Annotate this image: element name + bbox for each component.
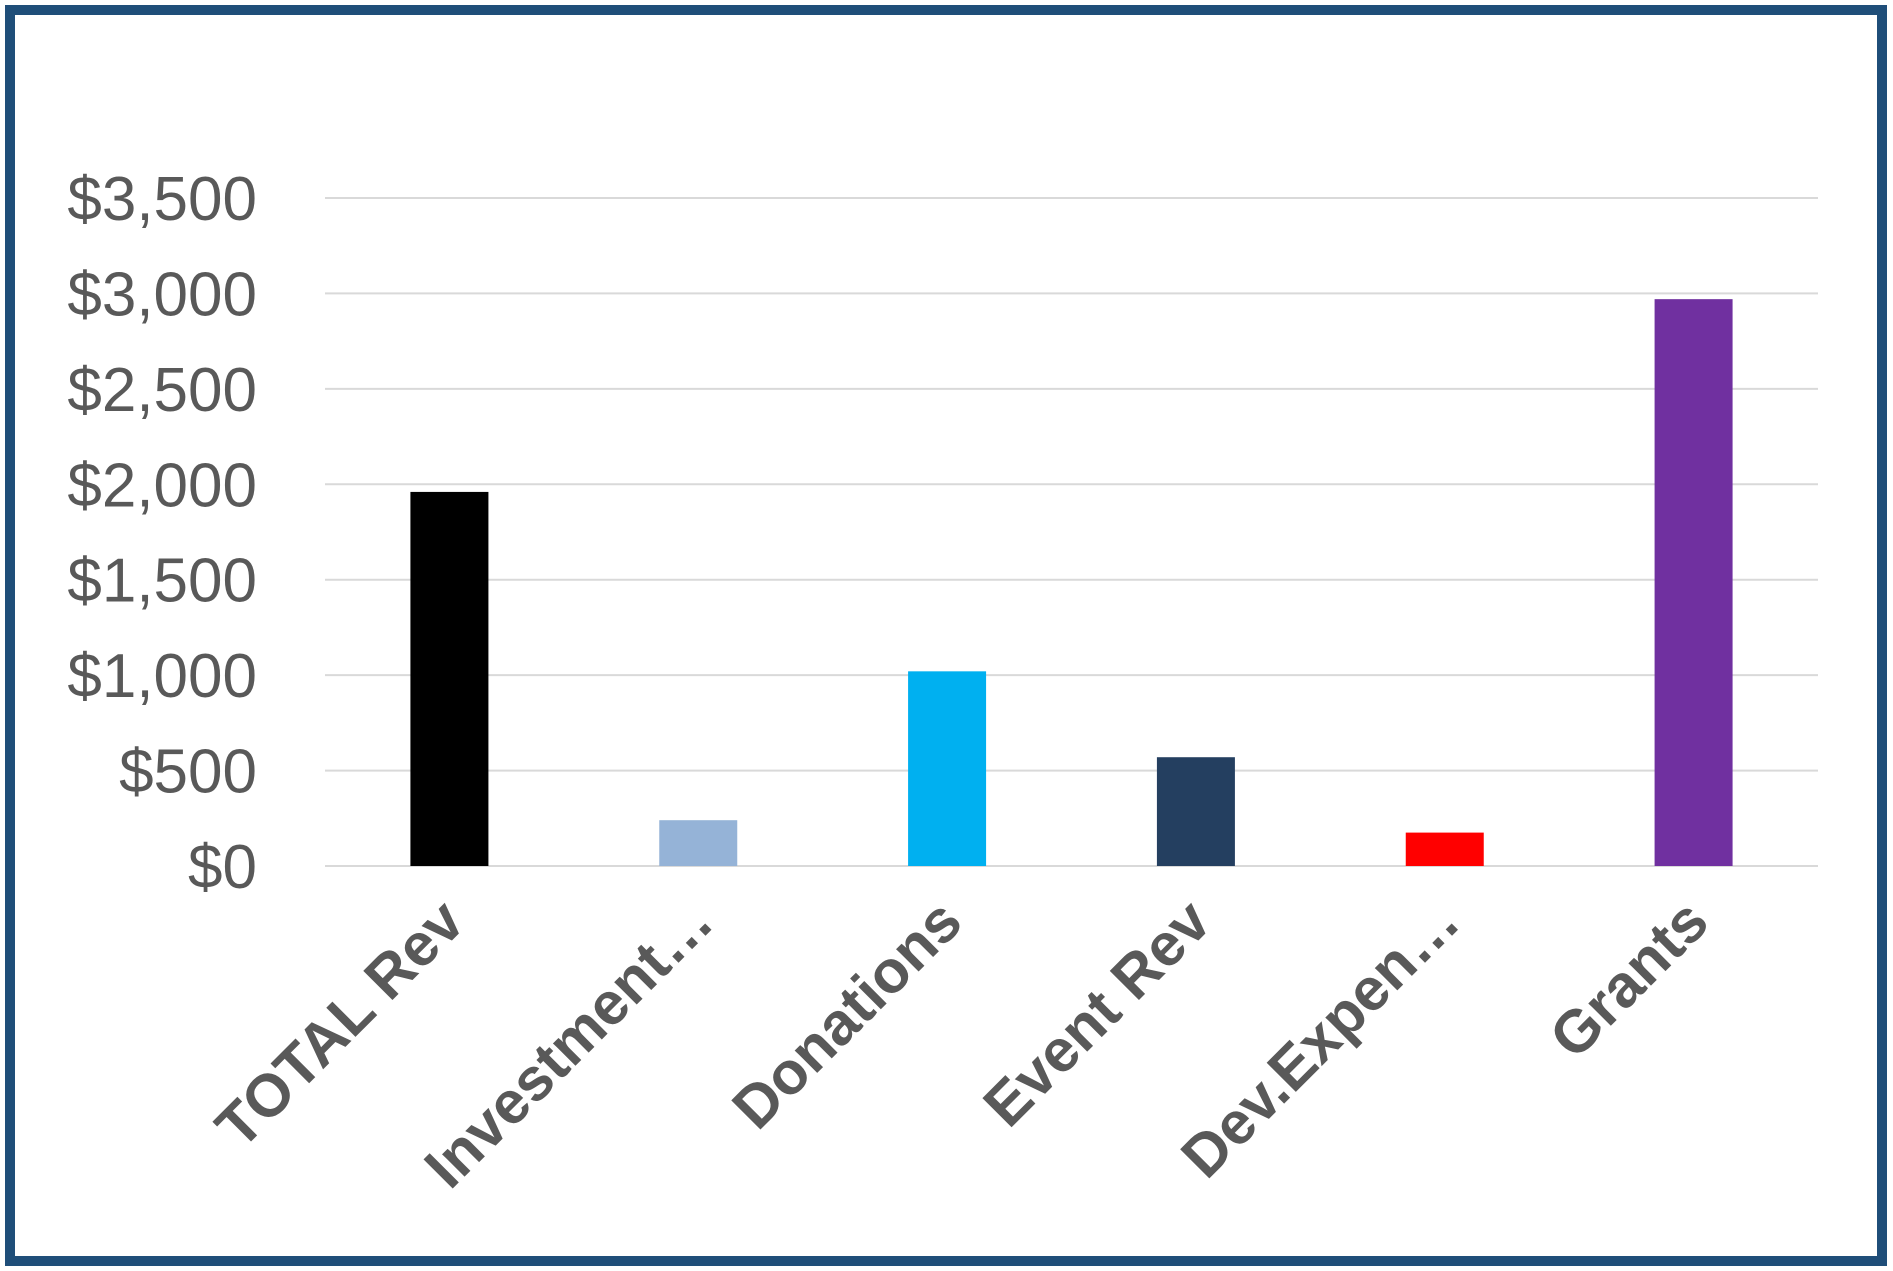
x-tick-label: Event Rev: [971, 886, 1224, 1139]
bar-event-rev: [1156, 757, 1235, 866]
bars: [410, 299, 1733, 866]
y-tick-label: $1,500: [67, 547, 257, 616]
y-tick-label: $3,000: [67, 260, 257, 329]
x-tick-label: TOTAL Rev: [203, 886, 477, 1160]
y-tick-label: $2,500: [67, 356, 257, 425]
bar-grants: [1654, 299, 1733, 866]
gridlines: [325, 197, 1818, 867]
y-axis-tick-labels: $0 $500 $1,000 $1,500 $2,000 $2,500 $3,000 $3,5…: [67, 165, 257, 902]
x-tick-label: Grants: [1537, 887, 1721, 1071]
y-tick-label: $1,000: [67, 642, 257, 711]
bar-donations: [908, 671, 987, 866]
y-tick-label: $2,000: [67, 451, 257, 520]
y-tick-label: $0: [188, 833, 257, 902]
y-tick-label: $500: [119, 738, 257, 807]
y-tick-label: $3,500: [67, 165, 257, 234]
bar-total-rev: [410, 491, 489, 866]
chart-frame: [5, 5, 1887, 1266]
x-tick-label: Donations: [719, 887, 974, 1142]
bar-dev-expen: [1405, 832, 1484, 866]
bar-investment: [659, 820, 738, 866]
